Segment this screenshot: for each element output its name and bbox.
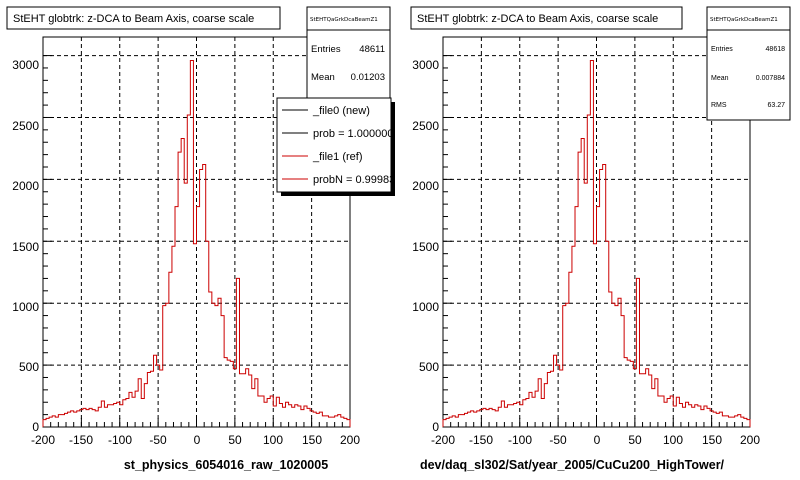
right-stats-value-rms: 63.27 [767, 102, 785, 109]
left-stats-label-entries: Entries [311, 44, 341, 55]
legend-entry-prob: prob = 1.000000 [313, 128, 393, 140]
right-y-axis: 0 500 1000 1500 2000 2500 3000 [412, 58, 439, 434]
left-x-tick-label: 200 [340, 433, 360, 447]
right-x-tick-label: 100 [663, 433, 683, 447]
right-y-tick-label: 1500 [412, 240, 439, 254]
right-x-tick-label: 150 [702, 433, 722, 447]
left-x-tick-label: 50 [228, 433, 242, 447]
right-stats-value-entries: 48618 [766, 46, 786, 53]
right-y-tick-label: 3000 [412, 58, 439, 72]
right-y-tick-label: 500 [419, 360, 439, 374]
left-y-tick-label: 1500 [12, 240, 39, 254]
left-x-tick-label: -50 [149, 433, 167, 447]
left-x-tick-label: -150 [69, 433, 93, 447]
right-y-tick-label: 2500 [412, 119, 439, 133]
legend-entry-ref: _file1 (ref) [312, 151, 363, 163]
left-stats-value-mean: 0.01203 [351, 72, 385, 83]
left-pad: 0 500 1000 1500 2000 2500 3000 -200 -150… [6, 6, 395, 472]
left-x-tick-label: -100 [108, 433, 132, 447]
legend-entry-probn: probN = 0.99983 [313, 174, 395, 186]
left-x-tick-label: -200 [31, 433, 55, 447]
left-y-tick-label: 3000 [12, 58, 39, 72]
right-x-tick-label: -200 [431, 433, 455, 447]
left-x-tick-label: 100 [263, 433, 283, 447]
legend-entry-new: _file0 (new) [312, 105, 370, 117]
right-stats-name: StEHTQaGrkDcaBeamZ1 [710, 17, 778, 23]
right-series-line [442, 60, 751, 427]
right-stats-label-entries: Entries [711, 46, 733, 53]
right-x-tick-label: -50 [549, 433, 567, 447]
right-x-axis-label: dev/daq_sl302/Sat/year_2005/CuCu200_High… [420, 458, 725, 472]
right-chart-title: StEHT globtrk: z-DCA to Beam Axis, coars… [417, 13, 658, 25]
right-y-tick-label: 0 [432, 420, 439, 434]
right-x-tick-label: -100 [508, 433, 532, 447]
left-y-tick-label: 2500 [12, 119, 39, 133]
left-series-ref-line [42, 60, 351, 427]
right-stats-box [706, 6, 791, 121]
right-title-box [410, 6, 683, 30]
right-y-tick-label: 1000 [412, 300, 439, 314]
left-x-tick-label: 150 [302, 433, 322, 447]
left-y-tick-label: 2000 [12, 179, 39, 193]
right-stats-value-mean: 0.007884 [756, 75, 785, 82]
left-y-axis: 0 500 1000 1500 2000 2500 3000 [12, 58, 39, 434]
left-x-tick-label: 0 [194, 433, 201, 447]
left-x-axis-label: st_physics_6054016_raw_1020005 [124, 458, 328, 472]
left-stats-name: StEHTQaGrkDcaBeamZ1 [310, 17, 378, 23]
right-stats-label-rms: RMS [711, 102, 727, 109]
right-stats-label-mean: Mean [711, 75, 729, 82]
left-y-tick-label: 500 [19, 360, 39, 374]
left-stats-value-entries: 48611 [359, 44, 385, 55]
right-x-tick-label: 50 [628, 433, 642, 447]
right-pad: 0 500 1000 1500 2000 2500 3000 -200 -150… [410, 6, 791, 472]
left-chart-title: StEHT globtrk: z-DCA to Beam Axis, coars… [13, 13, 254, 25]
left-y-tick-label: 0 [32, 420, 39, 434]
left-stats-label-mean: Mean [311, 72, 335, 83]
right-x-axis: -200 -150 -100 -50 0 50 100 150 200 [431, 433, 760, 447]
right-x-tick-label: 200 [740, 433, 760, 447]
legend-box [276, 97, 392, 193]
right-y-tick-label: 2000 [412, 179, 439, 193]
left-y-tick-label: 1000 [12, 300, 39, 314]
right-x-tick-label: -150 [469, 433, 493, 447]
left-title-box [6, 6, 281, 30]
right-x-tick-label: 0 [594, 433, 601, 447]
left-x-axis: -200 -150 -100 -50 0 50 100 150 200 [31, 433, 360, 447]
